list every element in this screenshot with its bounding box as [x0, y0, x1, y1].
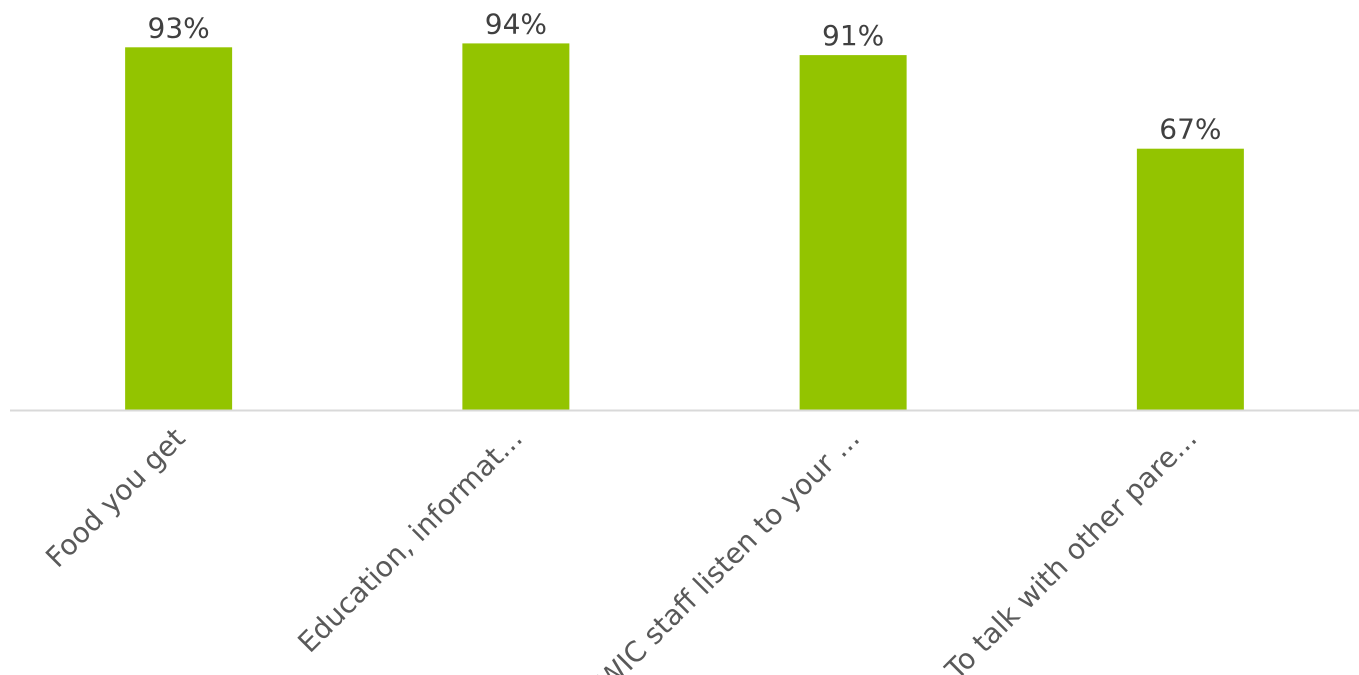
x-tick-label-1: Food you get [39, 422, 191, 574]
x-tick-labels-layer: Food you get Education, informat... WIC st… [39, 422, 1203, 675]
bar-1 [125, 47, 233, 411]
data-label-2: 94% [485, 7, 547, 40]
x-tick-label-2: Education, informat... [291, 422, 528, 659]
bar-4 [1136, 148, 1244, 410]
x-tick-label-3: WIC staff listen to your ... [591, 422, 866, 675]
bar-2 [462, 43, 570, 411]
bars-layer [125, 43, 1244, 411]
data-label-3: 91% [822, 19, 884, 52]
data-label-4: 67% [1159, 113, 1221, 146]
bar-3 [799, 55, 907, 410]
x-tick-label-4: To talk with other pare... [938, 422, 1203, 675]
data-labels-layer: 93% 94% 91% 67% [148, 7, 1222, 145]
data-label-1: 93% [148, 11, 210, 44]
